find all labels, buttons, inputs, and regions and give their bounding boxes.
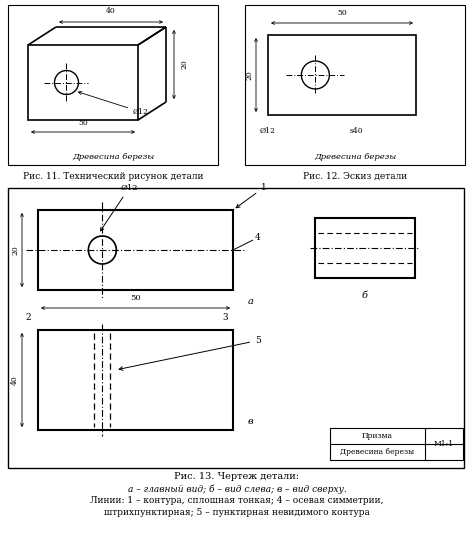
Text: 50: 50 — [337, 9, 347, 17]
Text: а – главный вид; б – вид слева; в – вид сверху.: а – главный вид; б – вид слева; в – вид … — [128, 484, 346, 493]
Text: 20: 20 — [245, 70, 253, 80]
Text: Рис. 13. Чертеж детали:: Рис. 13. Чертеж детали: — [174, 472, 300, 481]
Text: 1: 1 — [236, 183, 267, 208]
Text: Призма: Призма — [362, 432, 393, 440]
Text: s40: s40 — [349, 127, 363, 135]
Text: 4: 4 — [255, 233, 261, 242]
Text: а: а — [248, 298, 254, 306]
Text: Древесина березы: Древесина березы — [340, 448, 415, 456]
Text: Ø12: Ø12 — [78, 92, 149, 116]
Text: в: в — [248, 417, 254, 427]
Text: 50: 50 — [130, 294, 141, 302]
Text: 3: 3 — [222, 314, 228, 322]
Bar — [38, 330, 233, 430]
Text: 50: 50 — [78, 119, 88, 127]
Text: 20: 20 — [11, 245, 19, 255]
Text: Ø12: Ø12 — [260, 127, 276, 135]
Bar — [315, 218, 415, 278]
Text: Линии: 1 – контура, сплошная тонкая; 4 – осевая симметрии,: Линии: 1 – контура, сплошная тонкая; 4 –… — [90, 496, 384, 505]
Text: штрихпунктирная; 5 – пунктирная невидимого контура: штрихпунктирная; 5 – пунктирная невидимо… — [104, 508, 370, 517]
Text: 20: 20 — [180, 60, 188, 70]
Text: Древесина березы: Древесина березы — [314, 153, 396, 161]
Bar — [38, 210, 233, 290]
Bar — [28, 45, 138, 120]
Text: М1:1: М1:1 — [434, 440, 454, 448]
Text: Древесина березы: Древесина березы — [72, 153, 154, 161]
Text: Ø12: Ø12 — [100, 184, 138, 231]
Bar — [8, 188, 464, 468]
Bar — [8, 5, 218, 165]
Text: Рис. 12. Эскиз детали: Рис. 12. Эскиз детали — [303, 172, 407, 181]
Text: б: б — [362, 291, 368, 300]
Bar — [245, 5, 465, 165]
Bar — [268, 35, 416, 115]
Text: 40: 40 — [106, 7, 116, 15]
Text: 5: 5 — [119, 336, 261, 370]
Text: 40: 40 — [11, 375, 19, 385]
Text: Рис. 11. Технический рисунок детали: Рис. 11. Технический рисунок детали — [23, 172, 203, 181]
Bar — [330, 428, 463, 460]
Text: 2: 2 — [25, 314, 31, 322]
